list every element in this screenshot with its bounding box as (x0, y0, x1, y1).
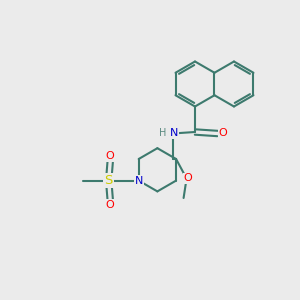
Text: O: O (106, 200, 115, 210)
Text: O: O (106, 151, 115, 161)
Text: O: O (184, 173, 193, 184)
Text: O: O (218, 128, 227, 139)
Text: N: N (134, 176, 143, 186)
Text: N: N (170, 128, 178, 139)
Text: S: S (104, 174, 113, 187)
Text: H: H (159, 128, 167, 139)
